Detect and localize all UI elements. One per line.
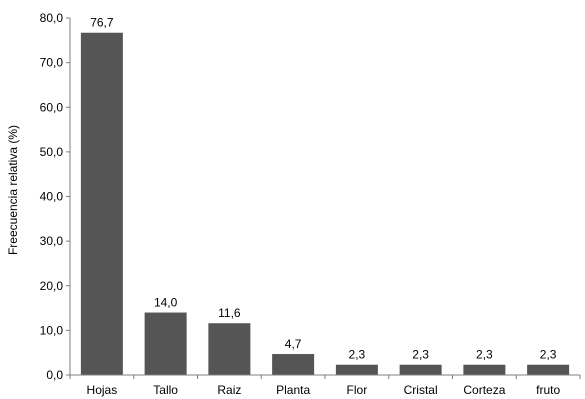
bar-tallo bbox=[144, 312, 187, 375]
data-labels: 76,7 14,0 11,6 4,7 2,3 2,3 2,3 2,3 bbox=[90, 16, 557, 362]
bar-corteza bbox=[463, 364, 506, 375]
y-axis-label: Freecuencia relativa (%) bbox=[6, 125, 20, 255]
data-label-hojas: 76,7 bbox=[90, 16, 114, 30]
bar-planta bbox=[272, 354, 315, 375]
bars bbox=[80, 32, 570, 375]
x-tick-label-planta: Planta bbox=[276, 383, 310, 397]
x-tick-label-tallo: Tallo bbox=[153, 383, 178, 397]
data-label-fruto: 2,3 bbox=[540, 348, 557, 362]
x-tick-label-corteza: Corteza bbox=[463, 383, 505, 397]
bar-flor bbox=[335, 364, 378, 375]
x-tick-label-fruto: fruto bbox=[536, 383, 560, 397]
bar-fruto bbox=[527, 364, 570, 375]
y-tick-label: 30,0 bbox=[40, 234, 64, 248]
y-tick-label: 50,0 bbox=[40, 145, 64, 159]
y-tick-label: 10,0 bbox=[40, 323, 64, 337]
x-tick-label-cristal: Cristal bbox=[404, 383, 438, 397]
y-tick-label: 40,0 bbox=[40, 190, 64, 204]
y-tick-label: 20,0 bbox=[40, 279, 64, 293]
bar-raiz bbox=[208, 323, 251, 375]
data-label-flor: 2,3 bbox=[349, 348, 366, 362]
x-tick-label-raiz: Raiz bbox=[217, 383, 241, 397]
y-tick-label: 60,0 bbox=[40, 100, 64, 114]
x-axis: Hojas Tallo Raiz Planta Flor Cristal Corteza fr… bbox=[69, 374, 581, 397]
data-label-raiz: 11,6 bbox=[218, 306, 241, 320]
bar-hojas bbox=[80, 32, 123, 375]
x-tick-label-hojas: Hojas bbox=[87, 383, 118, 397]
y-tick-label: 70,0 bbox=[40, 56, 64, 70]
bar-cristal bbox=[399, 364, 442, 375]
data-label-corteza: 2,3 bbox=[476, 348, 493, 362]
y-axis: 0,0 10,0 20,0 30,0 40,0 50,0 60,0 70,0 80,0 bbox=[40, 11, 71, 382]
x-tick-label-flor: Flor bbox=[347, 383, 368, 397]
y-tick-label: 0,0 bbox=[46, 368, 63, 382]
data-label-cristal: 2,3 bbox=[412, 348, 429, 362]
data-label-planta: 4,7 bbox=[285, 337, 302, 351]
data-label-tallo: 14,0 bbox=[154, 296, 178, 310]
y-tick-label: 80,0 bbox=[40, 11, 64, 25]
